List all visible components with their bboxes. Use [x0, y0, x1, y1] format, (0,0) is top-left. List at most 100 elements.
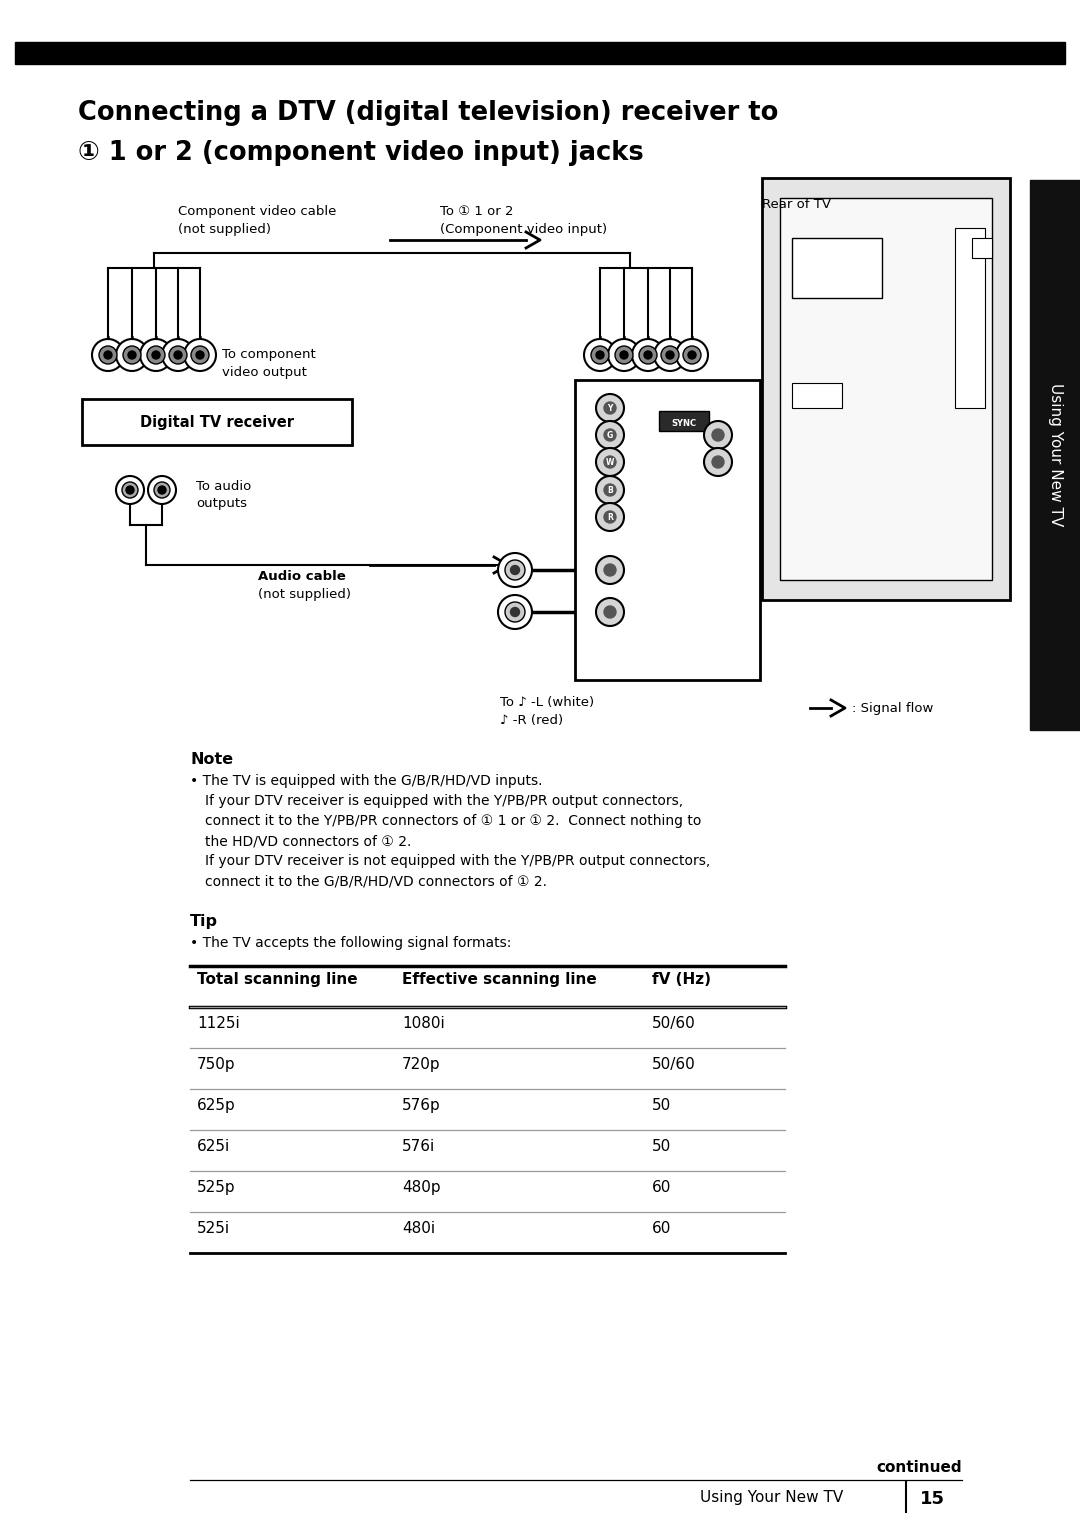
- Text: Effective scanning line: Effective scanning line: [402, 972, 597, 987]
- Circle shape: [498, 595, 532, 629]
- Circle shape: [511, 565, 519, 574]
- Circle shape: [604, 429, 616, 442]
- Circle shape: [604, 484, 616, 496]
- Text: SYNC: SYNC: [672, 419, 697, 428]
- Text: continued: continued: [876, 1461, 962, 1474]
- Circle shape: [639, 346, 657, 364]
- Text: 525i: 525i: [197, 1221, 230, 1237]
- Circle shape: [596, 394, 624, 422]
- Text: : Signal flow: : Signal flow: [852, 702, 933, 714]
- Text: • The TV accepts the following signal formats:: • The TV accepts the following signal fo…: [190, 937, 511, 950]
- Text: Using Your New TV: Using Your New TV: [700, 1489, 843, 1505]
- Bar: [792, 382, 842, 408]
- Circle shape: [191, 346, 210, 364]
- Circle shape: [604, 606, 616, 618]
- Text: B: B: [607, 486, 612, 495]
- Circle shape: [596, 556, 624, 583]
- Circle shape: [126, 486, 134, 493]
- Text: 1080i: 1080i: [402, 1016, 445, 1031]
- Circle shape: [596, 448, 624, 477]
- Text: video output: video output: [222, 366, 307, 379]
- Text: 480i: 480i: [402, 1221, 435, 1237]
- Text: 50: 50: [652, 1139, 672, 1154]
- Circle shape: [712, 455, 724, 468]
- Text: the HD/VD connectors of ① 2.: the HD/VD connectors of ① 2.: [205, 835, 411, 848]
- Text: Audio cable: Audio cable: [258, 570, 346, 583]
- Circle shape: [162, 340, 194, 372]
- Circle shape: [104, 350, 112, 359]
- Circle shape: [596, 350, 604, 359]
- Circle shape: [591, 346, 609, 364]
- Circle shape: [116, 340, 148, 372]
- Text: Using Your New TV: Using Your New TV: [1048, 384, 1063, 527]
- Circle shape: [704, 448, 732, 477]
- Circle shape: [129, 350, 136, 359]
- Text: • The TV is equipped with the G/B/R/HD/VD inputs.: • The TV is equipped with the G/B/R/HD/V…: [190, 774, 542, 787]
- Circle shape: [632, 340, 664, 372]
- Text: Note: Note: [190, 752, 233, 768]
- Circle shape: [195, 350, 204, 359]
- Text: connect it to the Y/PB/PR connectors of ① 1 or ① 2.  Connect nothing to: connect it to the Y/PB/PR connectors of …: [205, 813, 701, 829]
- Text: Connecting a DTV (digital television) receiver to: Connecting a DTV (digital television) re…: [78, 101, 779, 126]
- Circle shape: [123, 346, 141, 364]
- Circle shape: [158, 486, 166, 493]
- Text: (not supplied): (not supplied): [258, 588, 351, 602]
- Circle shape: [654, 340, 686, 372]
- Circle shape: [683, 346, 701, 364]
- Circle shape: [99, 346, 117, 364]
- Text: 480p: 480p: [402, 1180, 441, 1196]
- Circle shape: [122, 481, 138, 498]
- Text: W: W: [606, 457, 615, 466]
- FancyBboxPatch shape: [762, 178, 1010, 600]
- Circle shape: [116, 477, 144, 504]
- Text: 625i: 625i: [197, 1139, 230, 1154]
- Circle shape: [505, 560, 525, 580]
- Circle shape: [676, 340, 708, 372]
- Text: 525p: 525p: [197, 1180, 235, 1196]
- Bar: [955, 228, 985, 408]
- Text: 750p: 750p: [197, 1057, 235, 1072]
- Circle shape: [688, 350, 696, 359]
- Text: 60: 60: [652, 1221, 672, 1237]
- Circle shape: [92, 340, 124, 372]
- Text: 60: 60: [652, 1180, 672, 1196]
- Circle shape: [184, 340, 216, 372]
- Text: fV (Hz): fV (Hz): [652, 972, 711, 987]
- Text: Component video cable: Component video cable: [178, 206, 336, 218]
- Circle shape: [712, 429, 724, 442]
- Circle shape: [644, 350, 652, 359]
- Circle shape: [148, 477, 176, 504]
- Text: 15: 15: [920, 1489, 945, 1508]
- Text: If your DTV receiver is equipped with the Y/PB/PR output connectors,: If your DTV receiver is equipped with th…: [205, 793, 684, 809]
- Circle shape: [604, 402, 616, 414]
- Text: R: R: [607, 513, 613, 521]
- Text: connect it to the G/B/R/HD/VD connectors of ① 2.: connect it to the G/B/R/HD/VD connectors…: [205, 874, 546, 888]
- Text: 576p: 576p: [402, 1098, 441, 1113]
- FancyBboxPatch shape: [575, 381, 760, 679]
- Text: Total scanning line: Total scanning line: [197, 972, 357, 987]
- Text: To ♪ -L (white): To ♪ -L (white): [500, 696, 594, 710]
- Text: 720p: 720p: [402, 1057, 441, 1072]
- Text: If your DTV receiver is not equipped with the Y/PB/PR output connectors,: If your DTV receiver is not equipped wit…: [205, 854, 711, 868]
- Circle shape: [604, 455, 616, 468]
- Circle shape: [620, 350, 627, 359]
- Text: (Component video input): (Component video input): [440, 222, 607, 236]
- Text: ♪ -R (red): ♪ -R (red): [500, 714, 563, 726]
- Circle shape: [584, 340, 616, 372]
- Circle shape: [168, 346, 187, 364]
- Text: Rear of TV: Rear of TV: [762, 198, 831, 212]
- FancyBboxPatch shape: [82, 399, 352, 445]
- Circle shape: [615, 346, 633, 364]
- Circle shape: [511, 608, 519, 617]
- Text: To component: To component: [222, 347, 315, 361]
- Text: 576i: 576i: [402, 1139, 435, 1154]
- Text: ① 1 or 2 (component video input) jacks: ① 1 or 2 (component video input) jacks: [78, 140, 644, 166]
- Circle shape: [147, 346, 165, 364]
- Circle shape: [174, 350, 183, 359]
- Circle shape: [666, 350, 674, 359]
- Text: Y: Y: [607, 404, 612, 413]
- Text: To audio: To audio: [195, 480, 252, 493]
- Text: 50: 50: [652, 1098, 672, 1113]
- Circle shape: [596, 420, 624, 449]
- Bar: [972, 238, 993, 257]
